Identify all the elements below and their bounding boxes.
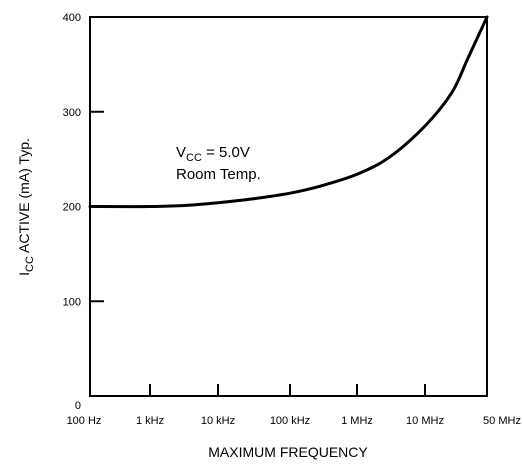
y-tick-label: 100 [63,296,81,308]
x-tick-label: 10 MHz [406,415,444,427]
x-axis-label: MAXIMUM FREQUENCY [208,444,368,460]
y-tick-label: 0 [75,400,81,412]
x-tick-label: 1 MHz [341,415,373,427]
y-tick-label: 200 [63,202,81,214]
y-axis-label: ICC ACTIVE (mA) Typ. [16,138,36,276]
y-tick-label: 400 [63,12,81,24]
series-line [88,15,489,209]
x-tick-label: 100 kHz [270,415,310,427]
y-tick-label: 300 [63,107,81,119]
x-tick-label: 100 Hz [67,415,102,427]
annotation-vcc: VCC = 5.0V [176,144,250,164]
x-tick-label: 1 kHz [136,415,164,427]
annotation-room-temp: Room Temp. [176,166,261,183]
y-axis-ticks: 0 100 200 300 400 [63,12,104,412]
x-tick-label: 10 kHz [201,415,235,427]
x-axis-ticks: 100 Hz 1 kHz 10 kHz 100 kHz 1 MHz 10 MHz 50 MH… [67,384,521,427]
x-tick-label: 50 MHz [483,415,521,427]
